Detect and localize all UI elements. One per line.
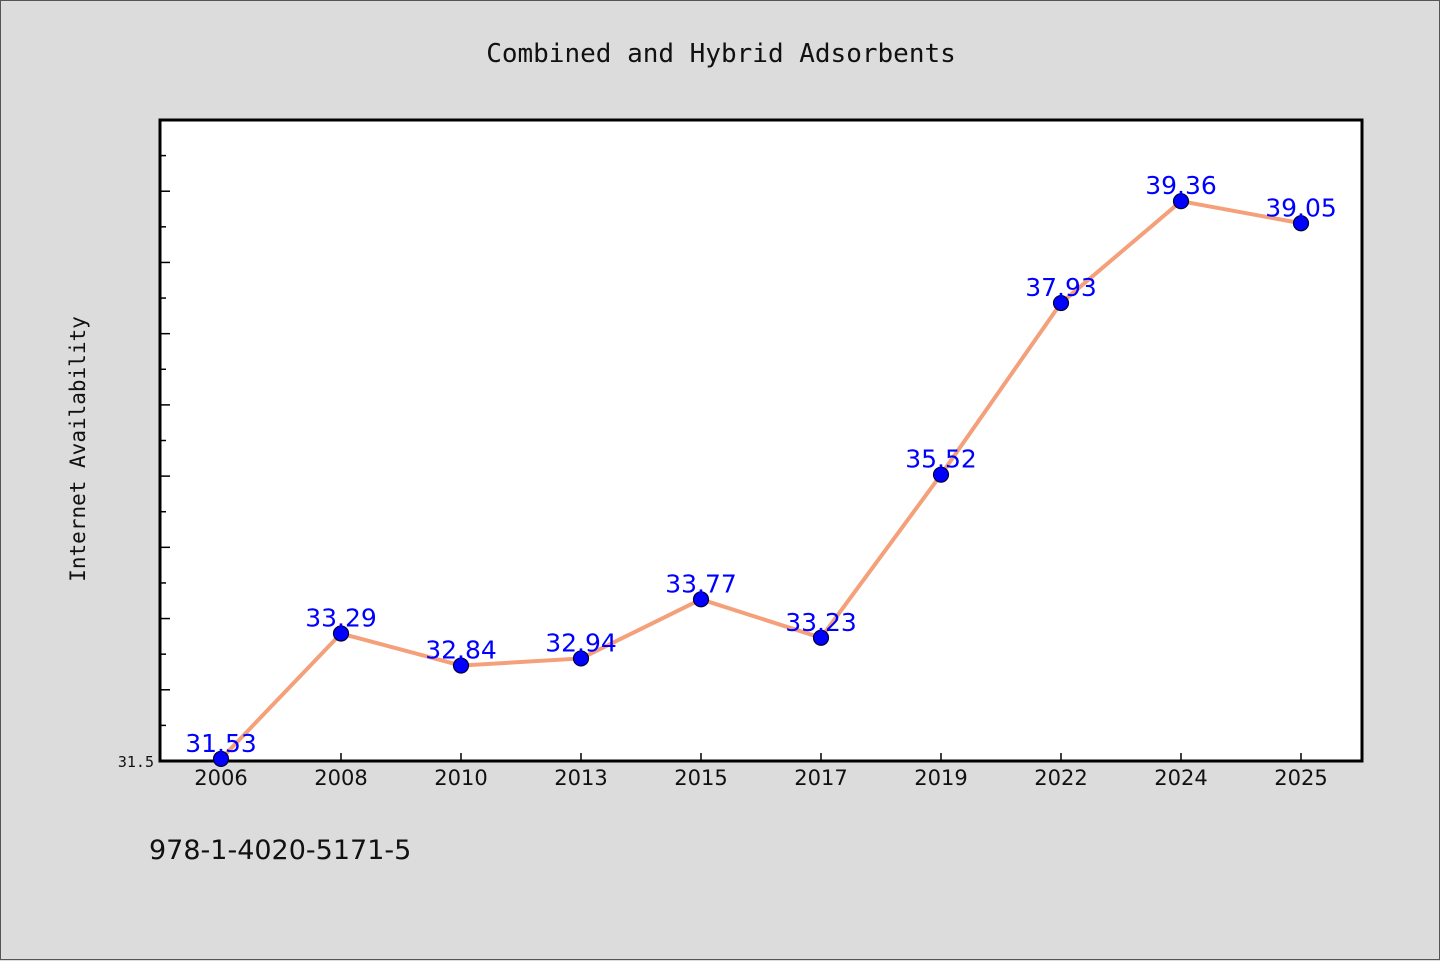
data-point bbox=[332, 625, 350, 642]
footer-code: 978-1-4020-5171-5 bbox=[149, 835, 412, 866]
y-tick-labels: 31.5 bbox=[118, 753, 154, 771]
data-point bbox=[452, 657, 470, 674]
x-tick-label: 2015 bbox=[674, 766, 727, 790]
x-tick-label: 2008 bbox=[314, 766, 367, 790]
y-tick-label: 31.5 bbox=[118, 753, 154, 771]
y-axis-label: Internet Availability bbox=[66, 316, 90, 582]
data-label: 39.36 bbox=[1145, 171, 1217, 200]
x-tick-label: 2022 bbox=[1034, 766, 1087, 790]
data-label: 32.84 bbox=[425, 636, 497, 665]
y-minor-ticks bbox=[160, 119, 170, 762]
x-tick-label: 2025 bbox=[1274, 766, 1327, 790]
plot-area bbox=[158, 118, 1364, 763]
data-label: 33.23 bbox=[785, 608, 857, 637]
chart-title: Combined and Hybrid Adsorbents bbox=[486, 39, 956, 69]
data-point bbox=[1052, 294, 1070, 312]
data-label: 35.52 bbox=[905, 445, 977, 474]
data-label: 33.77 bbox=[665, 569, 737, 598]
data-point bbox=[1172, 193, 1190, 210]
data-label: 39.05 bbox=[1265, 193, 1337, 222]
x-ticks: 2006 2008 2010 2013 2015 2017 2019 2022 2024 2025 bbox=[194, 753, 1328, 790]
data-label: 33.29 bbox=[305, 604, 377, 633]
data-point bbox=[212, 750, 230, 767]
x-tick-label: 2017 bbox=[794, 766, 847, 790]
markers-group bbox=[212, 193, 1310, 767]
data-point bbox=[812, 629, 830, 646]
series-line bbox=[219, 199, 1302, 761]
data-point bbox=[572, 650, 590, 667]
data-label: 31.53 bbox=[185, 729, 257, 758]
x-tick-label: 2013 bbox=[554, 766, 607, 790]
data-label: 32.94 bbox=[545, 628, 617, 657]
data-labels-group: 31.53 33.29 32.84 32.94 33.77 33.23 35.52 37.93… bbox=[185, 171, 1337, 758]
x-tick-label: 2010 bbox=[434, 766, 487, 790]
data-point bbox=[692, 591, 710, 608]
x-tick-label: 2006 bbox=[194, 766, 247, 790]
data-point bbox=[1292, 215, 1310, 232]
x-tick-label: 2024 bbox=[1154, 766, 1207, 790]
data-label: 37.93 bbox=[1025, 273, 1097, 302]
series-line-group bbox=[219, 199, 1302, 761]
data-point bbox=[932, 466, 950, 483]
x-tick-label: 2019 bbox=[914, 766, 967, 790]
